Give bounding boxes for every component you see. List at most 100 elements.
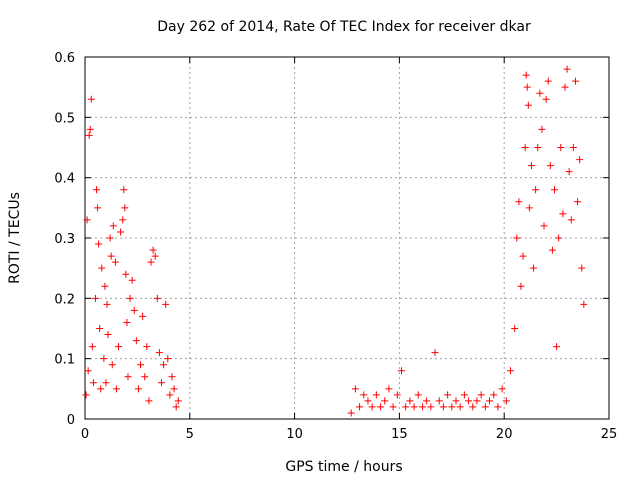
data-point [95, 240, 103, 248]
data-point [565, 168, 573, 176]
data-point [515, 198, 523, 206]
data-point [389, 403, 397, 411]
data-point [469, 403, 477, 411]
data-point [160, 361, 168, 369]
data-point [164, 355, 172, 363]
data-point [490, 391, 498, 399]
data-point [120, 186, 128, 194]
data-point [402, 403, 410, 411]
data-point [427, 403, 435, 411]
data-point [149, 246, 157, 254]
data-point [532, 186, 540, 194]
data-point [123, 318, 131, 326]
data-point [571, 77, 579, 85]
data-point [456, 403, 464, 411]
data-point [523, 83, 531, 91]
data-point [542, 95, 550, 103]
x-tick-label: 0 [81, 427, 89, 442]
data-point [102, 379, 110, 387]
data-point [551, 186, 559, 194]
data-point [521, 144, 529, 151]
data-point [109, 222, 117, 230]
data-point [563, 65, 571, 73]
data-point [548, 246, 556, 254]
data-point [89, 379, 97, 387]
data-point [406, 397, 414, 405]
data-point [111, 258, 119, 266]
data-point [569, 144, 577, 151]
data-point [139, 312, 147, 320]
data-point [108, 361, 116, 369]
axis-ticks: 0 5 10 15 20 25 0 0.1 0.2 0.3 0.4 0.5 0.6 [54, 51, 617, 442]
data-point [527, 162, 535, 170]
data-point [410, 403, 418, 411]
data-point [452, 397, 460, 405]
data-point [94, 204, 102, 212]
data-point [153, 294, 161, 302]
data-point [112, 385, 120, 393]
data-point [85, 131, 93, 139]
data-point [481, 403, 489, 411]
data-point [578, 264, 586, 272]
data-point [546, 162, 554, 170]
x-axis-label: GPS time / hours [285, 459, 402, 475]
data-point [444, 391, 452, 399]
y-tick-label: 0.1 [54, 353, 75, 368]
data-point [377, 403, 385, 411]
data-point [121, 204, 129, 212]
data-point [87, 95, 95, 103]
data-point [360, 391, 368, 399]
data-point [580, 300, 588, 308]
data-points [82, 65, 588, 417]
y-tick-label: 0.4 [54, 172, 75, 187]
data-point [83, 216, 91, 224]
x-tick-label: 10 [286, 427, 303, 442]
data-point [107, 252, 115, 260]
data-point [397, 367, 405, 375]
data-point [82, 391, 90, 399]
data-point [351, 385, 359, 393]
data-point [524, 101, 532, 109]
data-point [103, 300, 111, 308]
data-point [559, 210, 567, 218]
data-point [91, 294, 99, 302]
data-point [372, 391, 380, 399]
data-point [576, 156, 584, 164]
data-point [574, 198, 582, 206]
data-point [368, 403, 376, 411]
data-point [356, 403, 364, 411]
data-point [166, 391, 174, 399]
chart-title: Day 262 of 2014, Rate Of TEC Index for r… [157, 19, 531, 35]
y-tick-label: 0.2 [54, 292, 75, 307]
data-point [98, 264, 106, 272]
data-point [519, 252, 527, 260]
data-point [106, 234, 114, 242]
data-point [117, 228, 125, 236]
data-point [534, 144, 542, 151]
data-point [84, 367, 92, 375]
data-point [522, 71, 530, 79]
data-point [561, 83, 569, 91]
data-point [134, 385, 142, 393]
y-axis-label: ROTI / TECUs [7, 192, 23, 284]
data-point [385, 385, 393, 393]
data-point [104, 331, 112, 339]
data-point [381, 397, 389, 405]
data-point [567, 216, 575, 224]
data-point [517, 282, 525, 290]
data-point [93, 186, 101, 194]
data-point [465, 397, 473, 405]
x-tick-label: 25 [601, 427, 618, 442]
data-point [168, 373, 176, 381]
data-point [494, 403, 502, 411]
y-tick-label: 0.6 [54, 51, 75, 66]
x-tick-label: 15 [391, 427, 408, 442]
data-point [544, 77, 552, 85]
data-point [448, 403, 456, 411]
data-point [162, 300, 170, 308]
data-point [143, 343, 151, 351]
data-point [137, 361, 145, 369]
data-point [431, 349, 439, 357]
